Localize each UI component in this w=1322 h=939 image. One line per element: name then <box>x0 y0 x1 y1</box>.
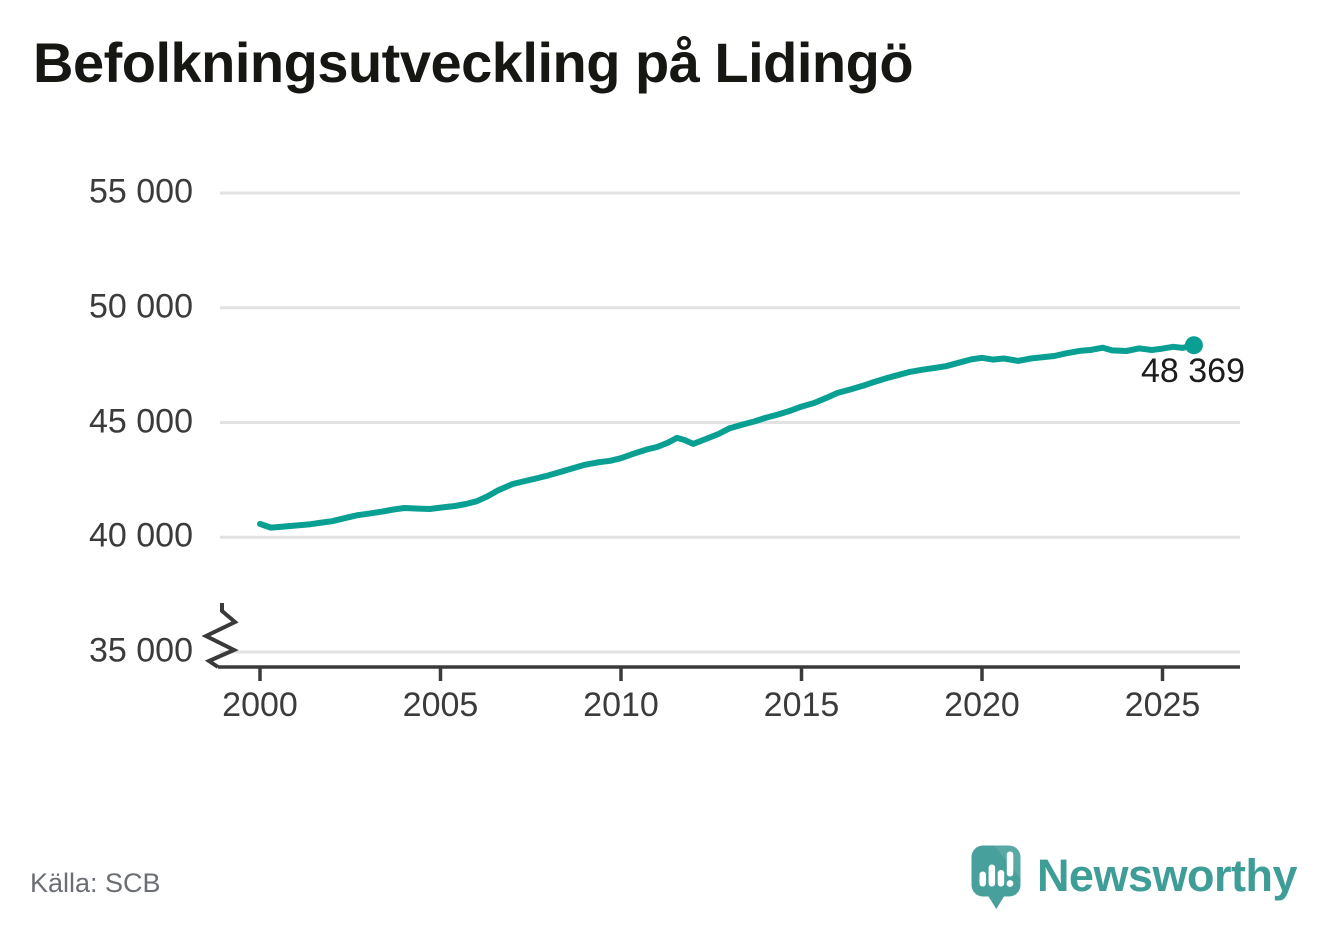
logo-exclamation-bar <box>1006 851 1014 877</box>
x-tick-label: 2020 <box>944 686 1020 724</box>
newsworthy-wordmark: Newsworthy <box>1036 850 1298 901</box>
x-tick-label: 2000 <box>222 686 298 724</box>
logo-exclamation-dot <box>1006 880 1014 887</box>
logo-bar-1 <box>979 871 986 887</box>
axis-break-icon <box>201 603 239 669</box>
logo-bar-3 <box>997 870 1005 887</box>
end-point-dot <box>1184 336 1203 355</box>
x-tick-label: 2010 <box>583 686 659 724</box>
series-line <box>257 342 1197 531</box>
y-tick-label: 45 000 <box>89 402 193 441</box>
chart-title: Befolkningsutveckling på Lidingö <box>33 31 914 94</box>
y-tick-label: 55 000 <box>89 172 193 211</box>
y-tick-label: 40 000 <box>89 517 193 556</box>
x-tick-label: 2005 <box>402 686 479 724</box>
x-tick-label: 2015 <box>763 686 840 724</box>
newsworthy-logo-icon <box>971 845 1021 909</box>
y-tick-label: 50 000 <box>89 287 193 326</box>
newsworthy-logo: Newsworthy <box>970 844 1298 910</box>
source-label: Källa: SCB <box>30 868 161 898</box>
y-tick-label: 35 000 <box>89 631 193 670</box>
last-value-label: 48 369 <box>1141 352 1245 390</box>
logo-bar-2 <box>988 864 996 887</box>
x-tick-label: 2025 <box>1124 686 1201 724</box>
